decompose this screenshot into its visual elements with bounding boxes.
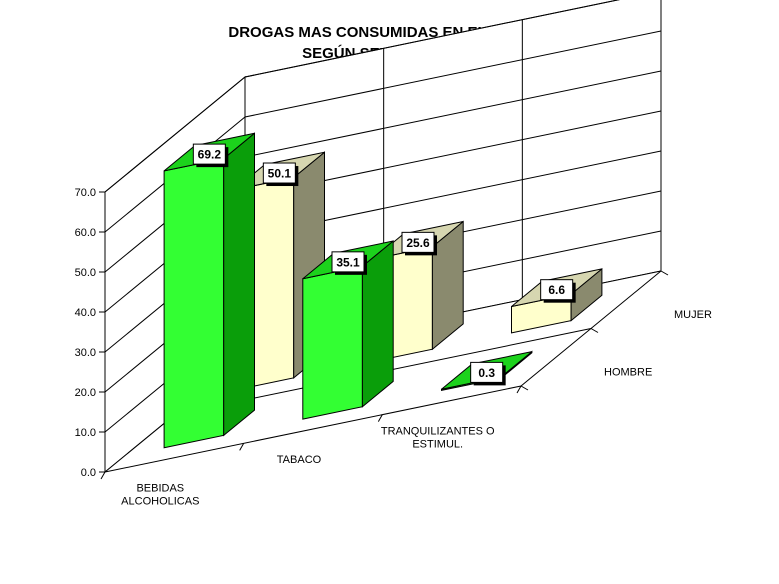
value-label: 50.1: [262, 162, 299, 187]
y-tick-label: 0.0: [81, 467, 96, 479]
value-label-text: 25.6: [406, 236, 430, 250]
value-label: 6.6: [540, 279, 576, 303]
value-label-text: 50.1: [268, 167, 292, 181]
value-label-text: 6.6: [548, 283, 565, 297]
series-label: HOMBRE: [604, 366, 652, 378]
bars: [163, 132, 603, 449]
value-labels: 69.2 35.1 0.3 50.1 25.6 6.6: [192, 143, 576, 386]
y-tick-label: 70.0: [75, 187, 96, 199]
category-label: BEBIDAS ALCOHOLICAS: [121, 483, 199, 508]
value-label-box: [262, 162, 296, 184]
y-tick-label: 40.0: [75, 307, 96, 319]
y-tick-label: 30.0: [75, 347, 96, 359]
x-tick: [239, 443, 245, 451]
value-label-box: [401, 231, 435, 253]
x-tick: [377, 414, 383, 422]
category-label: TABACO: [277, 454, 322, 466]
y-tick-label: 10.0: [75, 427, 96, 439]
depth-tick: [520, 385, 529, 391]
value-label: 0.3: [470, 361, 506, 386]
x-tick: [516, 385, 522, 394]
value-label: 69.2: [192, 143, 229, 168]
depth-tick: [590, 328, 599, 333]
bar-hombre: [163, 132, 255, 449]
x-tick: [100, 471, 106, 480]
y-tick-label: 60.0: [75, 227, 96, 239]
value-label-text: 35.1: [336, 255, 360, 269]
value-label-text: 69.2: [198, 148, 222, 162]
y-tick-label: 50.0: [75, 267, 96, 279]
depth-tick: [660, 270, 669, 276]
axes: 0.0 10.0 20.0 30.0 40.0 50.0 60.0 70.0 BEBIDAS AL…: [75, 187, 712, 508]
bar-front: [163, 157, 225, 449]
bar-side: [223, 132, 255, 437]
y-tick-label: 20.0: [75, 387, 96, 399]
value-label-box: [331, 251, 365, 273]
value-label-box: [192, 143, 226, 165]
value-label-box: [540, 279, 574, 301]
bar-front: [302, 265, 363, 420]
series-label: MUJER: [674, 309, 712, 321]
value-label-text: 0.3: [478, 366, 495, 380]
value-label: 25.6: [401, 231, 437, 256]
bar-side: [361, 239, 394, 408]
category-label: TRANQUILIZANTES O ESTIMUL.: [381, 425, 495, 450]
value-label: 35.1: [331, 251, 367, 275]
value-label-box: [470, 361, 504, 383]
